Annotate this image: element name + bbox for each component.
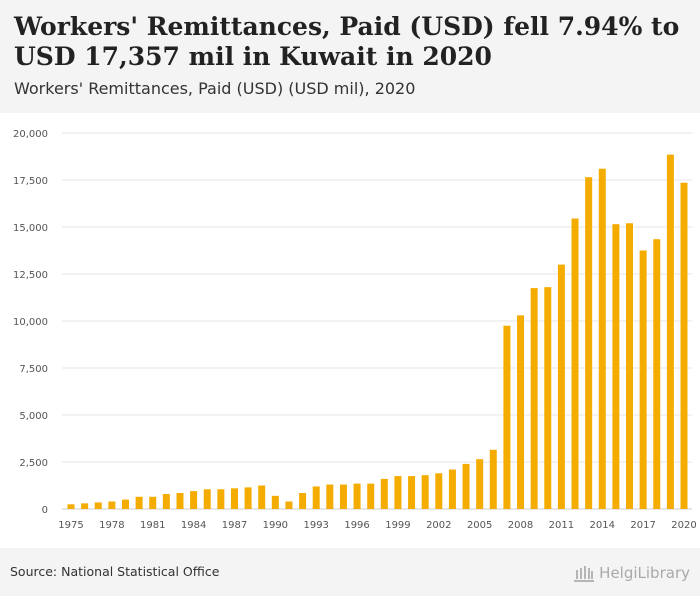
x-tick-label: 1990 (263, 520, 288, 531)
bar-2010 (544, 287, 552, 509)
bar-1977 (94, 502, 102, 509)
bar-1989 (258, 485, 266, 509)
bar-2012 (571, 218, 579, 509)
x-tick-label: 2008 (508, 520, 533, 531)
x-tick-label: 2002 (426, 520, 451, 531)
library-building-icon (574, 566, 595, 582)
x-tick-label: 2011 (549, 520, 574, 531)
x-tick-label: 2020 (671, 520, 696, 531)
y-tick-label: 17,500 (13, 176, 48, 187)
x-tick-label: 1996 (344, 520, 369, 531)
y-tick-label: 7,500 (19, 364, 48, 375)
bar-1986 (217, 489, 225, 509)
bar-1996 (353, 483, 361, 509)
bar-2009 (530, 288, 538, 509)
y-tick-label: 5,000 (19, 411, 48, 422)
x-tick-label: 2005 (467, 520, 492, 531)
bar-1993 (312, 486, 320, 509)
bar-1988 (244, 487, 252, 509)
bar-2018 (653, 239, 661, 509)
bar-2006 (489, 449, 497, 509)
chart-header: Workers' Remittances, Paid (USD) fell 7.… (0, 0, 700, 113)
bar-2011 (557, 264, 565, 509)
y-axis-tick-labels: 0 2,500 5,000 7,500 10,000 12,500 15,000 17,500… (13, 129, 48, 516)
chart-subtitle: Workers' Remittances, Paid (USD) (USD mi… (14, 79, 416, 98)
gridlines (62, 132, 692, 510)
bar-2000 (408, 476, 416, 509)
x-tick-label: 1978 (99, 520, 124, 531)
x-tick-label: 1981 (140, 520, 165, 531)
bar-1983 (176, 493, 184, 509)
helgilibrary-logo: HelgiLibrary (573, 562, 690, 584)
source-note: Source: National Statistical Office (10, 564, 220, 579)
x-tick-label: 1984 (181, 520, 206, 531)
chart-footer: Source: National Statistical Office Helg… (0, 548, 700, 596)
bar-1998 (380, 478, 388, 509)
bar-2001 (421, 475, 429, 509)
bar-1981 (149, 496, 157, 509)
bar-1990 (271, 495, 279, 509)
bar-2007 (503, 325, 511, 509)
chart-title: Workers' Remittances, Paid (USD) fell 7.… (14, 12, 680, 71)
bar-2004 (462, 463, 470, 509)
y-tick-label: 0 (42, 505, 48, 516)
bar-chart: 0 2,500 5,000 7,500 10,000 12,500 15,000 17,500… (13, 129, 697, 531)
bar-1978 (108, 501, 116, 509)
bar-2014 (598, 168, 606, 509)
bar-1991 (285, 501, 293, 509)
bar-1994 (326, 484, 334, 509)
bar-2003 (448, 469, 456, 509)
bar-1976 (81, 503, 89, 509)
x-tick-label: 1975 (58, 520, 83, 531)
y-tick-label: 15,000 (13, 223, 48, 234)
bar-2005 (476, 459, 484, 509)
bar-1984 (190, 491, 198, 509)
bar-1999 (394, 476, 402, 509)
bar-2019 (666, 154, 674, 509)
y-tick-label: 2,500 (19, 458, 48, 469)
logo-text: HelgiLibrary (599, 564, 690, 582)
bar-1997 (367, 483, 375, 509)
bar-1992 (299, 493, 307, 509)
bar-1975 (67, 504, 75, 509)
bar-2008 (517, 315, 525, 509)
bar-1982 (162, 493, 170, 509)
x-tick-label: 2014 (590, 520, 615, 531)
bar-1987 (230, 488, 238, 509)
y-tick-label: 12,500 (13, 270, 48, 281)
bar-1980 (135, 496, 143, 509)
bar-2016 (626, 223, 634, 509)
y-tick-label: 20,000 (13, 129, 48, 140)
x-tick-label: 1993 (303, 520, 328, 531)
bar-1995 (339, 484, 347, 509)
bar-2017 (639, 250, 647, 509)
bar-2013 (585, 177, 593, 509)
bar-2002 (435, 473, 443, 509)
bars (67, 154, 688, 509)
x-tick-label: 1999 (385, 520, 410, 531)
x-tick-label: 2017 (630, 520, 655, 531)
bar-1979 (121, 499, 129, 509)
x-axis-tick-labels: 1975 1978 1981 1984 1987 1990 1993 1996 1999 2002… (58, 520, 696, 531)
x-tick-label: 1987 (222, 520, 247, 531)
bar-2015 (612, 224, 620, 509)
bar-1985 (203, 489, 211, 509)
y-tick-label: 10,000 (13, 317, 48, 328)
bar-2020 (680, 182, 688, 509)
